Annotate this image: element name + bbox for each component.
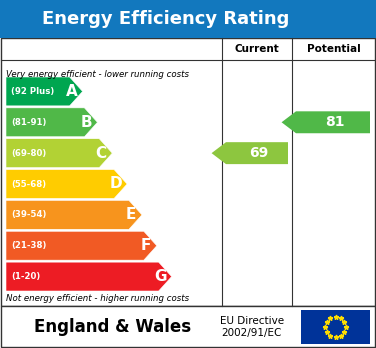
Text: (69-80): (69-80) (11, 149, 46, 158)
Polygon shape (6, 169, 127, 198)
Polygon shape (6, 231, 157, 260)
Text: Energy Efficiency Rating: Energy Efficiency Rating (42, 10, 289, 28)
Polygon shape (6, 108, 97, 137)
Text: (92 Plus): (92 Plus) (11, 87, 54, 96)
Polygon shape (212, 142, 288, 164)
Bar (0, 0, 376, 38)
Text: Potential: Potential (307, 44, 361, 54)
Text: (39-54): (39-54) (11, 210, 46, 219)
Text: England & Wales: England & Wales (34, 318, 191, 336)
Text: Very energy efficient - lower running costs: Very energy efficient - lower running co… (6, 70, 189, 79)
Bar (1, 38, 375, 306)
Polygon shape (6, 77, 83, 106)
Text: (21-38): (21-38) (11, 241, 46, 250)
Text: C: C (96, 146, 107, 161)
Text: A: A (66, 84, 77, 99)
Text: (1-20): (1-20) (11, 272, 40, 281)
Text: Not energy efficient - higher running costs: Not energy efficient - higher running co… (6, 294, 189, 303)
Text: E: E (126, 207, 136, 222)
Text: F: F (141, 238, 151, 253)
Text: B: B (80, 115, 92, 130)
Text: (81-91): (81-91) (11, 118, 46, 127)
Text: (55-68): (55-68) (11, 180, 46, 189)
Polygon shape (282, 111, 370, 133)
Text: 81: 81 (325, 115, 345, 129)
Polygon shape (6, 200, 142, 229)
Text: 2002/91/EC: 2002/91/EC (222, 328, 282, 338)
Bar (1, 306, 375, 347)
Text: D: D (110, 176, 122, 191)
Text: 69: 69 (249, 146, 268, 160)
Text: G: G (154, 269, 167, 284)
Polygon shape (6, 262, 171, 291)
Polygon shape (6, 139, 112, 168)
Bar (301, 310, 370, 344)
Text: Current: Current (235, 44, 279, 54)
Text: EU Directive: EU Directive (220, 316, 284, 326)
